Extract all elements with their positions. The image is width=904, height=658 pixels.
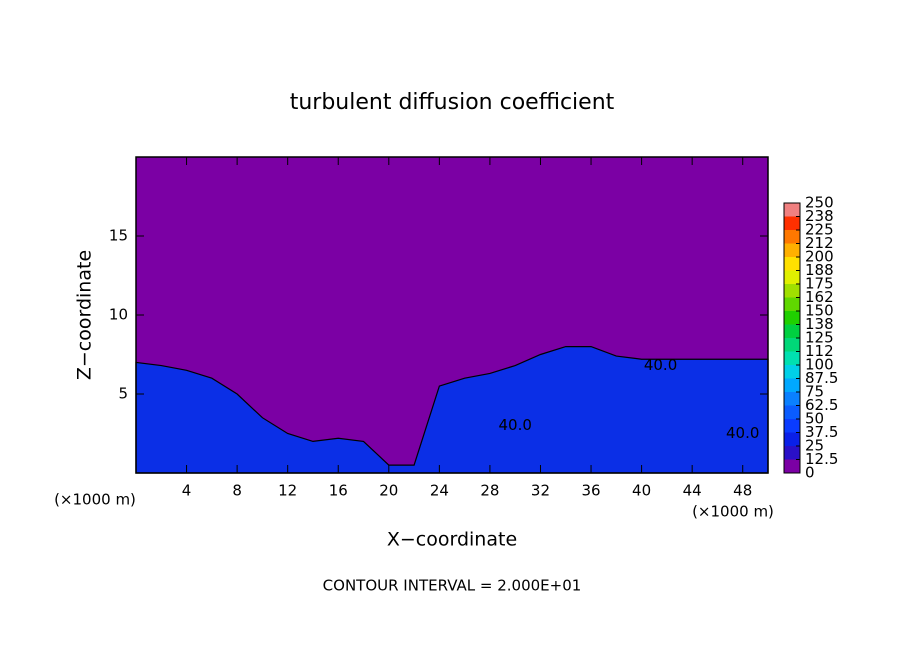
- x-tick-label: 28: [480, 482, 499, 500]
- colorbar-label: 25: [805, 437, 824, 455]
- colorbar-swatch: [784, 203, 800, 217]
- colorbar-label: 150: [805, 302, 834, 320]
- colorbar-label: 225: [805, 221, 834, 239]
- colorbar-label: 138: [805, 315, 834, 333]
- colorbar-label: 175: [805, 275, 834, 293]
- colorbar-label: 50: [805, 410, 824, 428]
- colorbar-label: 87.5: [805, 369, 838, 387]
- colorbar-label: 212: [805, 234, 834, 252]
- colorbar-label: 0: [805, 464, 815, 482]
- colorbar-swatch: [784, 243, 800, 257]
- colorbar-swatch: [784, 419, 800, 433]
- y-tick-label: 5: [118, 385, 128, 403]
- colorbar-swatch: [784, 378, 800, 392]
- colorbar-swatch: [784, 324, 800, 338]
- footnote: CONTOUR INTERVAL = 2.000E+01: [323, 577, 582, 595]
- colorbar-swatch: [784, 392, 800, 406]
- colorbar-swatch: [784, 230, 800, 244]
- colorbar-swatch: [784, 405, 800, 419]
- x-tick-label: 36: [581, 482, 600, 500]
- turbulent-layer: [135, 346, 769, 474]
- colorbar-label: 75: [805, 383, 824, 401]
- colorbar-swatch: [784, 351, 800, 365]
- colorbar-label: 12.5: [805, 450, 838, 468]
- x-tick-label: 44: [683, 482, 702, 500]
- contour-label: 40.0: [498, 416, 531, 434]
- chart-title: turbulent diffusion coefficient: [290, 90, 615, 115]
- colorbar-label: 238: [805, 207, 834, 225]
- x-unit: (×1000 m): [692, 503, 774, 521]
- x-tick-label: 24: [430, 482, 449, 500]
- colorbar-swatch: [784, 311, 800, 325]
- colorbar-swatch: [784, 297, 800, 311]
- x-tick-label: 8: [232, 482, 242, 500]
- colorbar-label: 188: [805, 261, 834, 279]
- x-tick-label: 20: [379, 482, 398, 500]
- colorbar-label: 100: [805, 356, 834, 374]
- y-tick-label: 15: [109, 227, 128, 245]
- colorbar-swatch: [784, 459, 800, 473]
- colorbar-label: 62.5: [805, 396, 838, 414]
- colorbar-label: 162: [805, 288, 834, 306]
- contour-label: 40.0: [644, 356, 677, 374]
- x-tick-label: 48: [733, 482, 752, 500]
- colorbar-swatch: [784, 270, 800, 284]
- y-tick-label: 10: [109, 306, 128, 324]
- colorbar-swatch: [784, 257, 800, 271]
- x-tick-label: 4: [182, 482, 192, 500]
- colorbar-swatch: [784, 284, 800, 298]
- colorbar-label: 250: [805, 194, 834, 212]
- colorbar-label: 37.5: [805, 423, 838, 441]
- colorbar-swatch: [784, 216, 800, 230]
- colorbar-label: 125: [805, 329, 834, 347]
- x-tick-label: 16: [329, 482, 348, 500]
- x-tick-label: 32: [531, 482, 550, 500]
- colorbar-swatch: [784, 446, 800, 460]
- colorbar-swatch: [784, 365, 800, 379]
- colorbar-swatch: [784, 338, 800, 352]
- colorbar-swatch: [784, 432, 800, 446]
- y-axis-label: Z−coordinate: [74, 250, 96, 380]
- x-tick-label: 40: [632, 482, 651, 500]
- colorbar-label: 200: [805, 248, 834, 266]
- x-axis-label: X−coordinate: [387, 529, 517, 551]
- y-unit: (×1000 m): [54, 491, 136, 509]
- x-tick-label: 12: [278, 482, 297, 500]
- colorbar-label: 112: [805, 342, 834, 360]
- contour-label: 40.0: [726, 424, 759, 442]
